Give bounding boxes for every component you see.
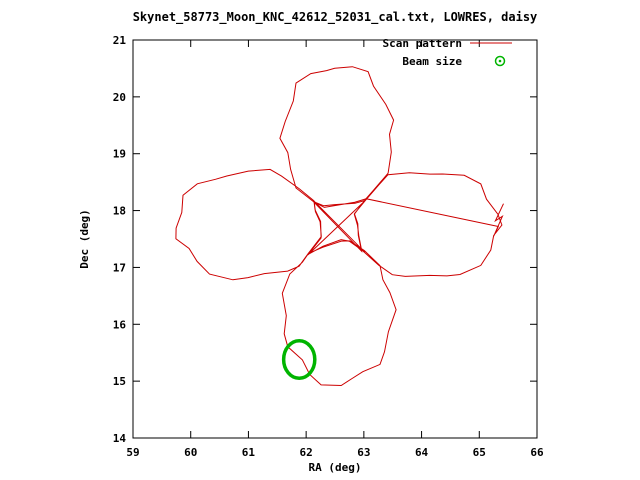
legend: Scan pattern Beam size (383, 37, 512, 68)
x-tick-label: 60 (184, 446, 197, 459)
scan-pattern-line (175, 66, 504, 387)
x-tick-label: 62 (300, 446, 313, 459)
y-axis-label: Dec (deg) (78, 209, 91, 269)
legend-label-scan-pattern: Scan pattern (383, 37, 462, 50)
x-tick-label: 63 (357, 446, 370, 459)
x-tick-label: 66 (530, 446, 544, 459)
y-tick-label: 17 (113, 261, 126, 274)
y-tick-label: 21 (113, 34, 127, 47)
x-tick-label: 59 (126, 446, 139, 459)
plot-border (132, 39, 538, 439)
axes: 59 60 61 62 63 64 65 66 14 15 16 17 18 19 20 21 (113, 34, 544, 459)
legend-sample-beam-size-dot (498, 59, 502, 63)
x-tick-label: 64 (415, 446, 429, 459)
y-tick-label: 15 (113, 375, 126, 388)
y-tick-label: 19 (113, 148, 126, 161)
y-tick-label: 18 (113, 205, 126, 218)
legend-label-beam-size: Beam size (402, 55, 462, 68)
x-axis-label: RA (deg) (309, 461, 362, 474)
legend-samples (470, 42, 512, 67)
x-tick-label: 61 (242, 446, 256, 459)
chart-title: Skynet_58773_Moon_KNC_42612_52031_cal.tx… (133, 10, 538, 25)
y-tick-label: 16 (113, 318, 127, 331)
beam-size-circle (281, 339, 317, 381)
x-tick-label: 65 (473, 446, 486, 459)
y-tick-label: 14 (113, 432, 127, 445)
series-layer (175, 66, 504, 387)
legend-sample-beam-size-marker (494, 55, 506, 67)
y-tick-label: 20 (113, 91, 126, 104)
